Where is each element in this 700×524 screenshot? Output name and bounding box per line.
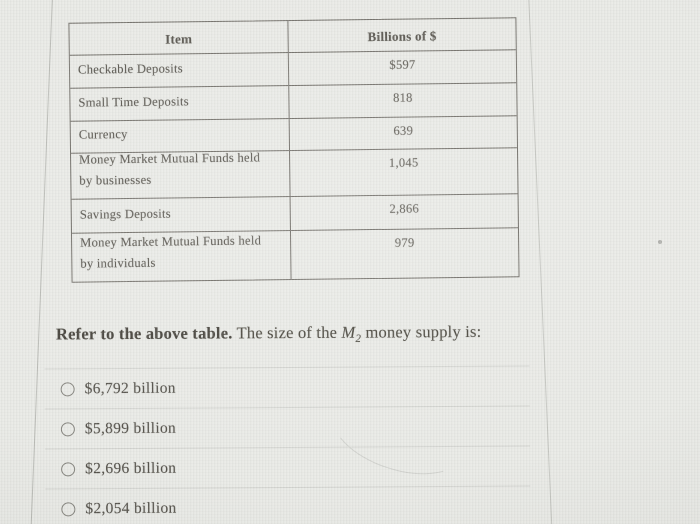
question-bold-prefix: Refer to the above table. — [55, 322, 233, 343]
question-pre-math: The size of the — [232, 322, 342, 342]
option-label: $6,792 billion — [84, 379, 176, 397]
money-supply-table: Item Billions of $ Checkable Deposits $5… — [68, 17, 520, 283]
table-cell-value: 2,866 — [389, 201, 420, 216]
table-row: Savings Deposits 2,866 — [71, 193, 518, 233]
table-cell-item: Checkable Deposits — [69, 53, 290, 88]
radio-button-icon[interactable] — [61, 501, 76, 516]
answer-option-3[interactable]: $2,696 billion — [45, 445, 531, 489]
question-math-symbol: M — [341, 322, 356, 342]
radio-button-icon[interactable] — [61, 461, 76, 476]
table-cell-value: $597 — [389, 57, 416, 72]
table-header-item: Item — [69, 21, 289, 55]
radio-button-icon[interactable] — [60, 421, 75, 436]
answer-options: $6,792 billion $5,899 billion $2,696 bil… — [44, 365, 531, 524]
table-row: Checkable Deposits $597 — [69, 49, 517, 88]
answer-option-1[interactable]: $6,792 billion — [44, 365, 530, 409]
table-cell-value: 818 — [392, 90, 413, 105]
table-header-value: Billions of $ — [367, 27, 437, 44]
table-row: Money Market Mutual Funds held by busine… — [71, 147, 518, 199]
table-cell-item: Money Market Mutual Funds held by indivi… — [72, 231, 292, 282]
dust-speck — [658, 240, 662, 244]
option-label: $2,696 billion — [85, 459, 177, 477]
answer-option-2[interactable]: $5,899 billion — [44, 405, 530, 449]
table-row: Money Market Mutual Funds held by indivi… — [71, 227, 519, 282]
table-cell-value: 979 — [394, 235, 415, 250]
option-label: $2,054 billion — [85, 499, 177, 517]
table-cell-item: Money Market Mutual Funds held by busine… — [71, 150, 291, 199]
table-cell-item: Savings Deposits — [71, 197, 291, 233]
table-cell-value: 1,045 — [388, 155, 419, 170]
radio-button-icon[interactable] — [60, 381, 75, 396]
table-cell-item: Small Time Deposits — [70, 86, 290, 121]
table-row: Small Time Deposits 818 — [70, 82, 517, 121]
question-text: Refer to the above table. The size of th… — [56, 320, 536, 345]
option-label: $5,899 billion — [84, 419, 177, 437]
question-post-math: money supply is: — [361, 321, 482, 342]
page-edge-line-right — [527, 0, 554, 524]
table-cell-value: 639 — [393, 123, 414, 138]
answer-option-4[interactable]: $2,054 billion — [45, 485, 531, 524]
